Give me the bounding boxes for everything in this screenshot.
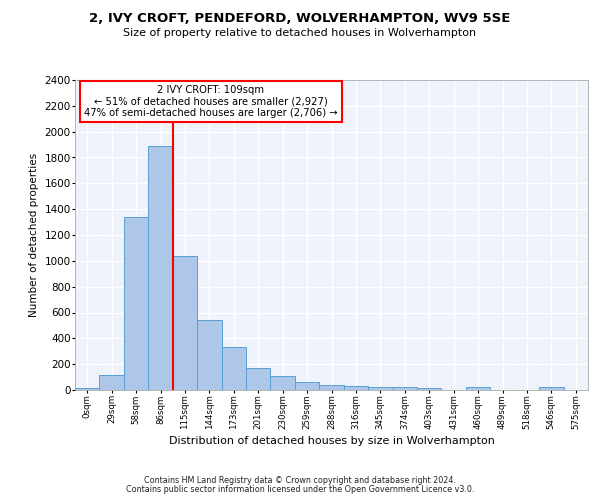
Bar — [392, 388, 417, 390]
Text: Contains public sector information licensed under the Open Government Licence v3: Contains public sector information licen… — [126, 485, 474, 494]
Bar — [368, 387, 392, 390]
Text: Contains HM Land Registry data © Crown copyright and database right 2024.: Contains HM Land Registry data © Crown c… — [144, 476, 456, 485]
Text: 2 IVY CROFT: 109sqm
← 51% of detached houses are smaller (2,927)
47% of semi-det: 2 IVY CROFT: 109sqm ← 51% of detached ho… — [84, 84, 338, 118]
Bar — [271, 376, 295, 390]
Y-axis label: Number of detached properties: Number of detached properties — [29, 153, 39, 317]
Bar — [295, 382, 319, 390]
Bar — [148, 146, 173, 390]
Bar — [197, 320, 221, 390]
Bar — [539, 388, 563, 390]
Bar — [100, 374, 124, 390]
Bar — [246, 368, 271, 390]
Text: Size of property relative to detached houses in Wolverhampton: Size of property relative to detached ho… — [124, 28, 476, 38]
Bar — [75, 388, 100, 390]
Bar — [124, 217, 148, 390]
Text: 2, IVY CROFT, PENDEFORD, WOLVERHAMPTON, WV9 5SE: 2, IVY CROFT, PENDEFORD, WOLVERHAMPTON, … — [89, 12, 511, 26]
Bar — [417, 388, 442, 390]
Bar — [466, 388, 490, 390]
Bar — [344, 386, 368, 390]
X-axis label: Distribution of detached houses by size in Wolverhampton: Distribution of detached houses by size … — [169, 436, 494, 446]
Bar — [319, 385, 344, 390]
Bar — [173, 256, 197, 390]
Bar — [221, 346, 246, 390]
